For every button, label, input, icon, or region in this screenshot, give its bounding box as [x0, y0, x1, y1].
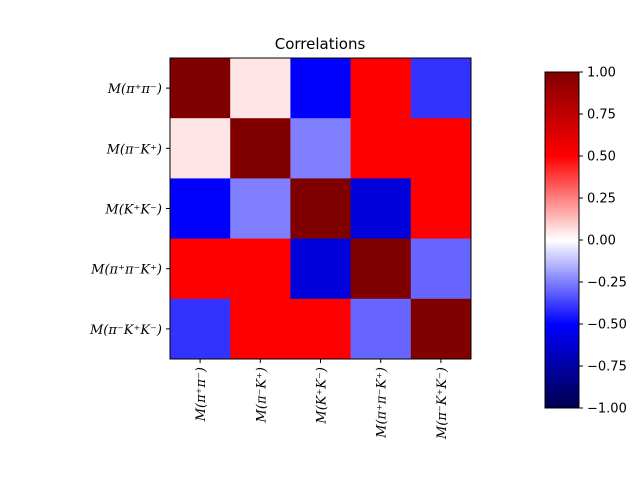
colorbar-gradient — [544, 71, 580, 409]
colorbar-tick-label: 0.75 — [587, 108, 616, 123]
heatmap-cell-r0-c2 — [290, 58, 352, 119]
colorbar-tick-label: −0.50 — [587, 318, 627, 333]
colorbar-tick-label: 0.00 — [587, 234, 616, 249]
heatmap-cell-r4-c3 — [350, 298, 412, 360]
row-labels: M(π⁺π⁻) M(π⁻K⁺) M(K⁺K⁻) M(π⁺π⁻K⁺) M(π⁻K⁺K⁻) — [89, 82, 170, 338]
colorbar: 1.00 0.75 0.50 0.25 0.00 −0.25 −0.50 −0.75 −1.00 — [544, 66, 627, 417]
heatmap-cell-r1-c2 — [290, 118, 352, 179]
heatmap-cell-r2-c1 — [230, 178, 291, 240]
row-label: M(π⁺π⁻) — [107, 82, 162, 97]
col-label: M(π⁺π⁻K⁺) — [375, 367, 390, 439]
colorbar-tick-label: 1.00 — [587, 66, 616, 81]
row-label: M(K⁺K⁻) — [104, 203, 162, 218]
row-label: M(π⁻K⁺K⁻) — [89, 323, 162, 338]
col-label: M(π⁻K⁺K⁻) — [435, 367, 450, 440]
colorbar-tick-label: 0.25 — [587, 192, 616, 207]
row-label: M(π⁺π⁻K⁺) — [90, 263, 162, 278]
col-label: M(π⁻K⁺) — [254, 367, 269, 423]
heatmap-cell-r0-c0 — [170, 58, 231, 119]
heatmap-cell-r3-c3 — [350, 238, 412, 300]
heatmap-cell-r3-c4 — [410, 238, 472, 300]
colorbar-tick-label: −1.00 — [587, 402, 627, 417]
col-label: M(π⁺π⁻) — [194, 367, 209, 422]
heatmap-cell-r1-c0 — [170, 118, 231, 179]
heatmap-cell-r0-c1 — [230, 58, 291, 119]
colorbar-tick-label: −0.75 — [587, 360, 627, 375]
chart-title: Correlations — [275, 35, 366, 53]
colorbar-tick-label: −0.25 — [587, 276, 627, 291]
heatmap-cell-r3-c2 — [290, 238, 352, 300]
heatmap-cell-r3-c0 — [170, 238, 231, 300]
heatmap-cell-r1-c3 — [350, 118, 412, 179]
col-labels: M(π⁺π⁻) M(π⁻K⁺) M(K⁺K⁻) M(π⁺π⁻K⁺) M(π⁻K⁺K⁻) — [194, 359, 450, 440]
heatmap-cell-r1-c1 — [230, 118, 291, 179]
colorbar-ticks: 1.00 0.75 0.50 0.25 0.00 −0.25 −0.50 −0.75 −1.00 — [579, 66, 627, 417]
heatmap-cell-r4-c4 — [410, 298, 472, 360]
heatmap-cell-r4-c1 — [230, 298, 291, 360]
heatmap-cell-r2-c0 — [170, 178, 231, 240]
heatmap — [169, 57, 472, 360]
heatmap-cell-r2-c4 — [410, 178, 472, 240]
heatmap-cell-r0-c3 — [350, 58, 412, 119]
colorbar-tick-label: 0.50 — [587, 150, 616, 165]
heatmap-cell-r4-c0 — [170, 298, 231, 360]
heatmap-cell-r2-c3 — [350, 178, 412, 240]
col-label: M(K⁺K⁻) — [315, 367, 330, 425]
heatmap-cell-r4-c2 — [290, 298, 352, 360]
heatmap-cell-r2-c2 — [290, 178, 352, 240]
heatmap-cell-r1-c4 — [410, 118, 472, 179]
heatmap-cell-r0-c4 — [410, 58, 472, 119]
heatmap-cell-r3-c1 — [230, 238, 291, 300]
row-label: M(π⁻K⁺) — [106, 142, 162, 157]
